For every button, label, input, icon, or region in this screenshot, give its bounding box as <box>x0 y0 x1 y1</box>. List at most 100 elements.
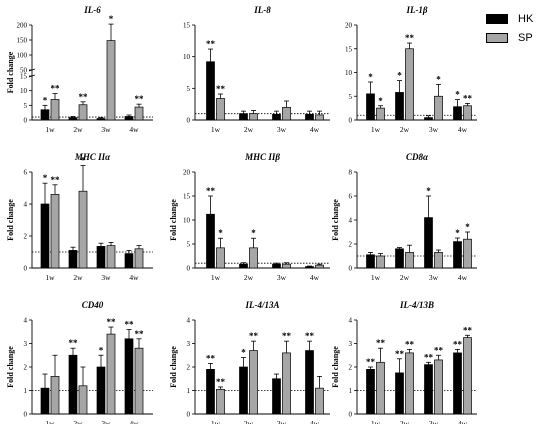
bar <box>106 333 116 415</box>
bar <box>50 376 60 415</box>
significance-label: ** <box>249 331 259 341</box>
bar <box>134 106 144 121</box>
y-tick-label: 3 <box>187 340 191 348</box>
chart-panel: 05101550100150200***1w**2w*3w**4wIL-6Fol… <box>6 5 153 134</box>
panel-title: IL-1β <box>405 5 427 15</box>
bar <box>405 352 414 415</box>
bar <box>282 263 291 269</box>
bar <box>405 48 414 121</box>
x-tick-label: 4w <box>310 125 320 134</box>
bar <box>366 254 375 269</box>
panel-title: CD8α <box>406 152 429 162</box>
significance-label: ** <box>305 331 315 341</box>
x-tick-label: 1w <box>211 125 221 134</box>
bar <box>78 190 88 269</box>
x-tick-label: 3w <box>277 125 287 134</box>
significance-label: * <box>436 74 441 84</box>
y-tick-label: 20 <box>183 169 191 177</box>
bar <box>453 241 462 269</box>
bar <box>315 387 324 415</box>
bar <box>96 118 106 121</box>
y-tick-label: 1 <box>24 387 28 395</box>
legend-label-hk: HK <box>518 12 534 25</box>
bar <box>206 369 215 415</box>
y-tick-label: 4 <box>24 317 28 325</box>
chart-panel: 01234****1w****2w****3w****4wIL-4/13BFol… <box>331 300 477 424</box>
x-tick-label: 4w <box>458 419 468 424</box>
y-tick-label: 5 <box>349 93 353 101</box>
x-tick-label: 4w <box>458 125 468 134</box>
significance-label: ** <box>463 325 473 335</box>
bar <box>395 372 404 415</box>
legend-item-sp: SP <box>486 28 533 47</box>
x-tick-label: 2w <box>400 419 410 424</box>
y-tick-label: 0 <box>349 265 353 273</box>
significance-label: ** <box>405 339 415 349</box>
y-tick-label: 2 <box>24 364 28 372</box>
panel-title: IL-8 <box>253 5 271 15</box>
significance-label: * <box>397 71 402 81</box>
y-tick-label: 4 <box>349 317 353 325</box>
bar <box>282 352 291 415</box>
y-tick-label: 0 <box>24 411 28 419</box>
bar <box>249 350 258 415</box>
y-tick-label: 100 <box>17 52 28 60</box>
bar <box>206 213 215 269</box>
x-tick-label: 4w <box>129 419 139 424</box>
bar <box>50 99 60 121</box>
y-tick-label: 4 <box>349 217 353 225</box>
significance-label: * <box>43 95 48 105</box>
y-tick-label: 10 <box>183 217 191 225</box>
bar <box>405 252 414 269</box>
y-tick-label: 3 <box>24 340 28 348</box>
panel-title: IL-6 <box>83 5 101 15</box>
significance-label: * <box>99 345 104 355</box>
bar <box>216 388 225 415</box>
x-tick-label: 3w <box>277 273 287 282</box>
x-tick-label: 4w <box>310 273 320 282</box>
significance-label: ** <box>366 357 376 367</box>
bar <box>106 245 116 269</box>
bar <box>40 109 50 121</box>
y-tick-label: 2 <box>24 233 28 241</box>
x-tick-label: 4w <box>129 125 139 134</box>
y-axis-label: Fold change <box>331 199 340 241</box>
bar <box>249 247 258 269</box>
x-tick-label: 2w <box>244 419 254 424</box>
x-tick-label: 3w <box>101 273 111 282</box>
y-axis-label: Fold change <box>169 199 178 241</box>
bar <box>453 106 462 121</box>
significance-label: * <box>241 348 246 358</box>
y-tick-label: 5 <box>24 102 28 110</box>
x-tick-label: 4w <box>458 273 468 282</box>
y-tick-label: 0 <box>187 411 191 419</box>
significance-label: * <box>218 228 223 238</box>
bar <box>305 350 314 415</box>
significance-label: ** <box>282 331 292 341</box>
significance-label: ** <box>135 94 145 104</box>
y-axis-label: Fold change <box>169 346 178 388</box>
significance-label: ** <box>395 349 405 359</box>
y-axis-label: Fold change <box>6 346 15 388</box>
x-tick-label: 4w <box>129 273 139 282</box>
bar <box>272 113 281 121</box>
significance-label: ** <box>69 338 79 348</box>
x-tick-label: 1w <box>45 125 55 134</box>
significance-label: * <box>251 228 256 238</box>
x-tick-label: 3w <box>277 419 287 424</box>
x-tick-label: 3w <box>101 125 111 134</box>
legend-swatch-sp <box>486 32 508 43</box>
bar <box>134 248 144 269</box>
bar <box>315 264 324 269</box>
y-tick-label: 15 <box>183 193 191 201</box>
y-tick-label: 0 <box>349 117 353 125</box>
y-tick-label: 50 <box>20 67 28 75</box>
bar <box>376 107 385 121</box>
significance-label: * <box>43 173 48 183</box>
x-tick-label: 2w <box>73 273 83 282</box>
